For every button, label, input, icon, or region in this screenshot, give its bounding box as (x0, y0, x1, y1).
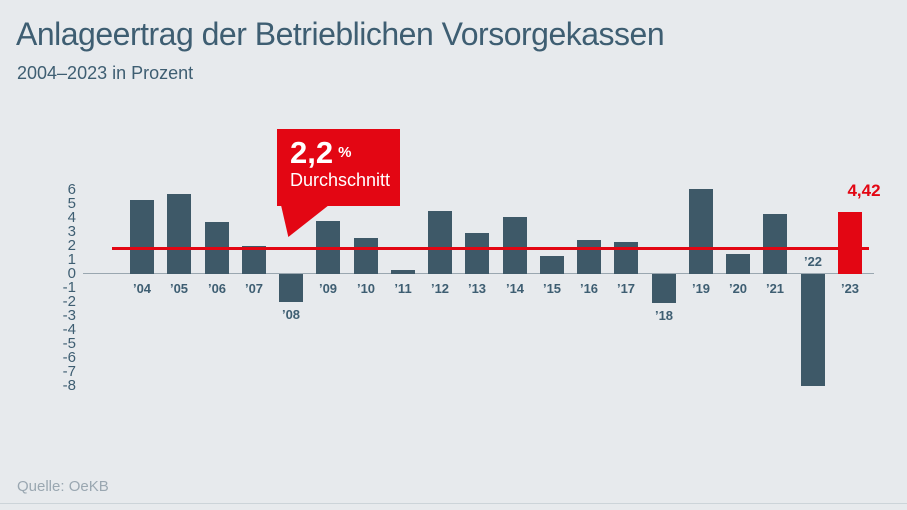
x-axis-label-10: ’10 (356, 281, 376, 296)
x-axis-label-20: ’20 (728, 281, 748, 296)
average-caption: Durchschnitt (290, 170, 391, 190)
x-axis-label-11: ’11 (394, 281, 412, 296)
x-axis-label-21: ’21 (765, 281, 785, 296)
y-tick-5: 5 (67, 195, 76, 212)
bar-15 (540, 256, 564, 274)
bar-13 (465, 233, 489, 274)
bar-10 (354, 238, 378, 274)
y-tick--5: -5 (62, 335, 76, 352)
average-line (112, 247, 869, 250)
bar-20 (726, 254, 750, 274)
x-axis-label-17: ’17 (616, 281, 636, 296)
y-tick-3: 3 (67, 223, 76, 240)
x-axis-label-18: ’18 (654, 308, 674, 324)
average-value: 2,2 (290, 135, 334, 170)
y-tick-0: 0 (67, 265, 76, 282)
highlight-value-label: 4,42 (847, 181, 881, 200)
x-axis-label-23: ’23 (840, 281, 860, 296)
x-axis-label-08: ’08 (281, 307, 301, 322)
bar-12 (428, 211, 452, 274)
x-axis-label-22: ’22 (803, 254, 823, 269)
bar-19 (689, 189, 713, 274)
bottom-divider (0, 503, 907, 504)
average-callout-value-line: 2,2% (290, 137, 400, 169)
average-callout: 2,2% Durchschnitt (277, 129, 400, 206)
bar-05 (167, 194, 191, 274)
y-tick--3: -3 (62, 307, 76, 324)
bar-08 (279, 274, 303, 302)
chart-title: Anlageertrag der Betrieblichen Vorsorgek… (16, 16, 665, 52)
bar-04 (130, 200, 154, 274)
y-tick--8: -8 (62, 377, 76, 394)
x-axis-label-04: ’04 (132, 281, 152, 296)
x-axis-label-09: ’09 (318, 281, 338, 296)
x-axis-label-19: ’19 (691, 281, 711, 296)
bar-21 (763, 214, 787, 274)
bar-22 (801, 274, 825, 386)
x-axis-label-12: ’12 (430, 281, 450, 296)
y-tick-1: 1 (67, 251, 76, 268)
y-tick--7: -7 (62, 363, 76, 380)
chart-subtitle: 2004–2023 in Prozent (17, 63, 194, 83)
x-axis-label-06: ’06 (207, 281, 227, 296)
bar-11 (391, 270, 415, 274)
bar-07 (242, 246, 266, 274)
y-tick-6: 6 (67, 181, 76, 198)
source-note: Quelle: OeKB (17, 478, 109, 495)
y-tick--1: -1 (62, 279, 76, 296)
x-axis-label-07: ’07 (244, 281, 264, 296)
x-axis-label-13: ’13 (467, 281, 487, 296)
y-tick--6: -6 (62, 349, 76, 366)
bar-18 (652, 274, 676, 303)
bar-16 (577, 240, 601, 274)
y-tick-4: 4 (67, 209, 76, 226)
x-axis-label-14: ’14 (505, 281, 525, 296)
y-tick--2: -2 (62, 293, 76, 310)
x-axis-label-16: ’16 (579, 281, 599, 296)
bar-14 (503, 217, 527, 274)
bar-23 (838, 212, 862, 274)
average-unit: % (338, 144, 352, 161)
x-axis-label-15: ’15 (542, 281, 562, 296)
x-axis-label-05: ’05 (169, 281, 189, 296)
y-tick--4: -4 (62, 321, 76, 338)
y-tick-2: 2 (67, 237, 76, 254)
